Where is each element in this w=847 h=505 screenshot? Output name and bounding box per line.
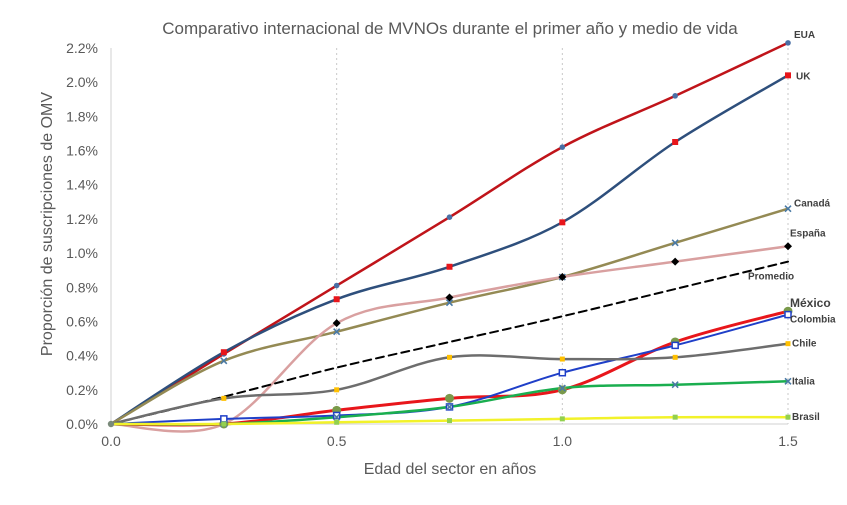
data-point-colombia <box>332 411 341 420</box>
series-label-italia: Italia <box>792 376 815 387</box>
y-tick-label: 0.0% <box>66 416 98 432</box>
y-axis-title: Proporción de suscripciones de OMV <box>39 92 56 356</box>
y-tick-label: 1.2% <box>66 211 98 227</box>
series-label-uk: UK <box>796 71 811 82</box>
x-tick-label: 1.5 <box>778 433 798 449</box>
data-point-colombia <box>558 368 567 377</box>
marker-layer <box>107 40 793 429</box>
data-point-uk <box>446 263 453 270</box>
data-point-italia <box>671 381 679 389</box>
data-point-chile <box>334 387 340 393</box>
x-tick-label: 1.0 <box>553 433 573 449</box>
y-tick-label: 0.4% <box>66 348 98 364</box>
data-point-uk <box>333 296 340 303</box>
axis-layer: 0.0% 0.2% 0.4% 0.6% 0.8% 1.0% 1.2% 1.4% 1.6% 1.8%… <box>66 40 798 449</box>
series-line-canada <box>109 207 790 426</box>
data-point-canada <box>220 357 228 365</box>
data-point-uk <box>220 349 227 356</box>
y-tick-label: 1.0% <box>66 245 98 261</box>
y-tick-label: 0.8% <box>66 279 98 295</box>
series-label-mexico: México <box>790 296 831 310</box>
series-label-eua: EUA <box>794 30 815 41</box>
data-point-brasil <box>221 421 227 427</box>
data-point-uk <box>785 72 791 79</box>
series-line-uk <box>109 74 790 426</box>
data-point-brasil <box>334 419 340 425</box>
data-point-chile <box>221 395 227 401</box>
series-layer <box>109 41 790 433</box>
data-point-canada <box>333 328 341 336</box>
y-tick-label: 0.6% <box>66 313 98 329</box>
data-point-espana <box>332 319 341 328</box>
y-tick-label: 2.2% <box>66 40 98 56</box>
series-label-canada: Canadá <box>794 199 831 210</box>
data-point-chile <box>447 354 452 360</box>
x-axis-title: Edad del sector en años <box>364 461 537 478</box>
data-point-espana <box>784 242 792 251</box>
chart-title: Comparativo internacional de MVNOs duran… <box>162 19 738 38</box>
origin-point <box>107 420 115 428</box>
data-point-brasil <box>785 414 791 420</box>
series-label-brasil: Brasil <box>792 412 820 423</box>
data-point-eua <box>559 144 566 150</box>
data-point-canada <box>445 299 454 307</box>
data-point-colombia <box>671 341 679 350</box>
grid-layer <box>336 48 789 424</box>
data-point-mexico <box>557 385 567 395</box>
data-point-brasil <box>672 414 678 420</box>
data-point-chile <box>785 341 791 347</box>
data-point-brasil <box>559 416 565 422</box>
data-point-chile <box>559 356 565 362</box>
y-tick-label: 1.6% <box>66 143 98 159</box>
series-label-espana: España <box>790 228 826 239</box>
data-point-brasil <box>447 418 452 424</box>
data-point-espana <box>671 257 680 266</box>
data-point-italia <box>445 403 454 411</box>
data-point-uk <box>559 219 566 226</box>
series-label-layer: EUA UK Canadá España Promedio México Colombia C… <box>748 30 836 423</box>
data-point-eua <box>446 214 453 220</box>
x-tick-label: 0.5 <box>327 433 347 449</box>
data-point-colombia <box>784 310 792 319</box>
series-label-chile: Chile <box>792 339 817 350</box>
data-point-eua <box>333 282 340 289</box>
y-tick-label: 0.2% <box>66 382 98 398</box>
data-point-eua <box>785 40 791 46</box>
series-label-colombia: Colombia <box>790 315 836 326</box>
data-point-canada <box>671 239 679 247</box>
y-tick-label: 1.4% <box>66 177 98 193</box>
series-label-promedio: Promedio <box>748 272 794 283</box>
data-point-eua <box>672 93 678 99</box>
y-tick-label: 2.0% <box>66 74 98 90</box>
data-point-canada <box>784 205 792 213</box>
data-point-uk <box>672 139 679 145</box>
data-point-espana <box>445 293 454 302</box>
data-point-italia <box>333 413 341 421</box>
data-point-italia <box>784 377 792 385</box>
x-tick-label: 0.0 <box>101 433 121 449</box>
y-tick-label: 1.8% <box>66 108 98 124</box>
data-point-chile <box>672 354 678 360</box>
data-point-italia <box>558 384 566 392</box>
data-point-espana <box>558 273 567 282</box>
data-point-mexico <box>445 393 454 403</box>
